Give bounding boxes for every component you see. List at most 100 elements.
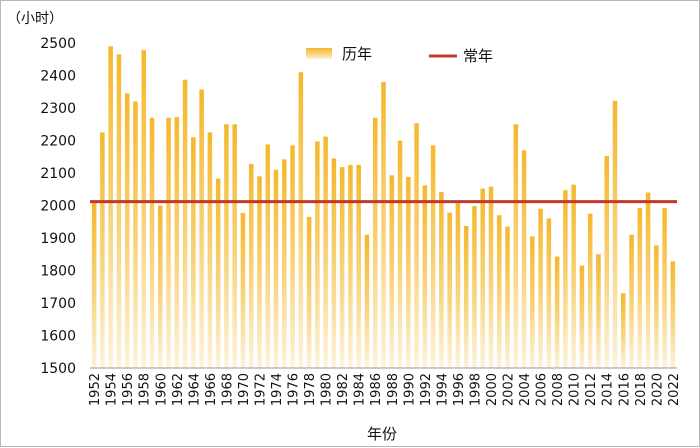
bar-2014 bbox=[604, 156, 609, 368]
bar-1973 bbox=[265, 144, 271, 368]
x-tick-label: 1992 bbox=[419, 373, 434, 406]
bar-2002 bbox=[505, 226, 510, 369]
bar-1996 bbox=[455, 201, 461, 368]
x-tick-label: 2016 bbox=[617, 373, 632, 406]
x-tick-label: 1986 bbox=[369, 373, 384, 406]
bar-1952 bbox=[91, 202, 97, 368]
y-tick-label: 2500 bbox=[40, 36, 76, 52]
x-tick-label: 1966 bbox=[204, 373, 219, 406]
x-tick-label: 1980 bbox=[320, 373, 335, 406]
bar-2001 bbox=[496, 215, 502, 368]
bar-2020 bbox=[654, 245, 659, 368]
x-tick-label: 1990 bbox=[402, 373, 417, 406]
bar-2018 bbox=[637, 208, 643, 368]
x-axis-label: 年份 bbox=[367, 425, 397, 443]
bar-1970 bbox=[240, 212, 246, 368]
legend-bar-label: 历年 bbox=[342, 45, 372, 63]
bar-1986 bbox=[372, 117, 378, 368]
bar-2006 bbox=[538, 208, 543, 368]
legend-bar-swatch bbox=[306, 48, 332, 59]
x-tick-label: 2004 bbox=[518, 373, 533, 406]
x-tick-label: 2020 bbox=[650, 373, 665, 406]
x-tick-label: 1952 bbox=[88, 373, 103, 406]
bar-2008 bbox=[554, 256, 560, 368]
x-tick-label: 1982 bbox=[336, 373, 351, 406]
x-tick-label: 1976 bbox=[287, 373, 302, 406]
x-tick-label: 1970 bbox=[237, 373, 252, 406]
bar-1972 bbox=[257, 176, 262, 368]
x-tick-label: 1998 bbox=[468, 373, 483, 406]
bar-1963 bbox=[182, 79, 188, 368]
bar-1976 bbox=[290, 145, 295, 368]
y-tick-label: 2400 bbox=[40, 69, 76, 85]
bar-1989 bbox=[397, 140, 403, 368]
legend: 历年 常年 bbox=[306, 45, 493, 65]
bar-1955 bbox=[116, 54, 122, 369]
x-tick-label: 2006 bbox=[535, 373, 550, 406]
bar-1975 bbox=[282, 159, 287, 368]
bar-2005 bbox=[530, 236, 535, 369]
unit-label: （小时） bbox=[7, 11, 63, 27]
bar-2012 bbox=[587, 213, 593, 369]
y-tick-label: 1900 bbox=[40, 231, 76, 247]
x-tick-label: 2014 bbox=[601, 373, 616, 406]
bar-1994 bbox=[439, 191, 444, 368]
bar-1984 bbox=[356, 164, 361, 369]
bar-1997 bbox=[463, 225, 469, 368]
x-tick-label: 1996 bbox=[452, 373, 467, 406]
bar-1958 bbox=[141, 50, 147, 369]
x-tick-label: 2002 bbox=[502, 373, 517, 406]
bar-1953 bbox=[100, 132, 105, 369]
bar-1965 bbox=[199, 89, 204, 368]
bar-1987 bbox=[381, 82, 386, 368]
x-tick-label: 1974 bbox=[270, 373, 285, 406]
x-tick-label: 1984 bbox=[353, 373, 368, 406]
bar-2004 bbox=[521, 150, 527, 368]
y-tick-label: 1500 bbox=[40, 361, 76, 377]
bar-1977 bbox=[298, 72, 304, 368]
y-tick-label: 1800 bbox=[40, 264, 76, 280]
y-tick-label: 2300 bbox=[40, 101, 76, 117]
x-tick-label: 1954 bbox=[105, 373, 120, 406]
x-tick-label: 1960 bbox=[154, 373, 169, 406]
bar-1998 bbox=[472, 206, 477, 368]
bar-1991 bbox=[414, 123, 419, 368]
x-tick-label: 1994 bbox=[435, 373, 450, 406]
bar-series bbox=[91, 46, 676, 369]
x-tick-label: 1988 bbox=[386, 373, 401, 406]
bar-1982 bbox=[339, 167, 345, 368]
y-tick-label: 2100 bbox=[40, 166, 76, 182]
bar-1959 bbox=[149, 117, 155, 368]
bar-1995 bbox=[447, 212, 452, 368]
bar-1988 bbox=[389, 175, 395, 368]
x-tick-label: 1956 bbox=[121, 373, 136, 406]
y-tick-label: 1600 bbox=[40, 329, 76, 345]
bar-1974 bbox=[273, 169, 279, 368]
x-tick-label: 1968 bbox=[220, 373, 235, 406]
bar-1999 bbox=[480, 188, 485, 368]
bar-1980 bbox=[323, 136, 328, 368]
x-tick-label: 2022 bbox=[667, 373, 682, 406]
bar-1960 bbox=[158, 205, 163, 368]
legend-line-label: 常年 bbox=[463, 47, 493, 65]
bar-1971 bbox=[248, 163, 254, 368]
bar-2011 bbox=[579, 265, 585, 369]
bar-1979 bbox=[315, 141, 320, 368]
y-tick-label: 2000 bbox=[40, 199, 76, 215]
bar-2013 bbox=[596, 254, 601, 368]
bar-1967 bbox=[215, 178, 221, 368]
bar-2010 bbox=[571, 184, 576, 368]
bar-1962 bbox=[174, 117, 180, 368]
bar-1956 bbox=[124, 93, 130, 369]
bar-1968 bbox=[224, 124, 229, 368]
y-axis-ticks: 1500 1600 1700 1800 1900 2000 2100 2200 2300 2400… bbox=[40, 36, 76, 377]
x-tick-label: 2018 bbox=[634, 373, 649, 406]
x-axis-ticks: 1952 1954 1956 1958 1960 1962 1964 1966 1968 1970… bbox=[88, 373, 682, 406]
bar-1993 bbox=[430, 145, 436, 368]
bar-1978 bbox=[306, 216, 312, 369]
bar-2017 bbox=[629, 234, 634, 368]
bar-2022 bbox=[670, 261, 676, 368]
bar-1969 bbox=[232, 124, 237, 368]
